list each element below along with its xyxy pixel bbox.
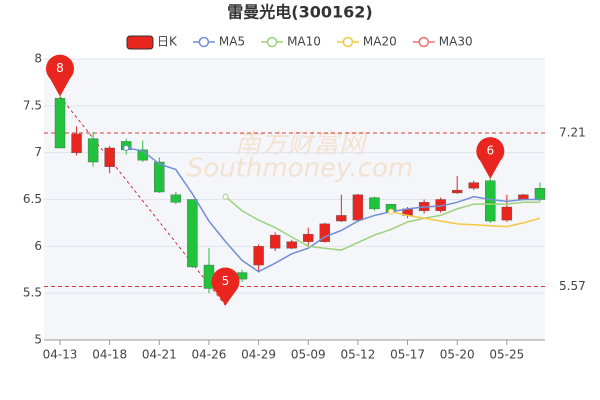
candle-body bbox=[336, 215, 347, 222]
x-tick-label: 05-12 bbox=[340, 348, 375, 362]
watermark: 南方财富网 bbox=[235, 130, 368, 160]
ma-start bbox=[388, 208, 394, 215]
y-tick-label: 8 bbox=[34, 52, 42, 66]
y-tick-label: 5 bbox=[34, 333, 42, 347]
legend-icon bbox=[266, 36, 278, 48]
legend-icon bbox=[418, 36, 430, 48]
trend-line bbox=[59, 96, 226, 306]
legend-label: MA20 bbox=[363, 35, 397, 49]
candle-body bbox=[187, 199, 198, 268]
pin-label: 6 bbox=[486, 143, 494, 157]
legend-label: MA5 bbox=[219, 35, 245, 49]
candle-body bbox=[319, 223, 330, 242]
candle-body bbox=[154, 161, 165, 193]
x-tick-label: 04-29 bbox=[241, 348, 276, 362]
pin-marker bbox=[476, 137, 505, 179]
candle-body bbox=[286, 241, 297, 249]
candle-body bbox=[54, 98, 66, 149]
candle-body bbox=[170, 194, 182, 203]
legend-label: MA30 bbox=[439, 35, 473, 49]
legend-label: MA10 bbox=[287, 35, 321, 49]
ma-line bbox=[126, 147, 540, 273]
y-tick-label: 6.5 bbox=[23, 192, 42, 206]
y-tick-label: 7.5 bbox=[23, 98, 42, 112]
candle-body bbox=[253, 246, 264, 266]
pin-label: 8 bbox=[56, 61, 64, 75]
legend-icon bbox=[198, 36, 210, 48]
candle-body bbox=[104, 147, 115, 167]
x-tick-label: 05-25 bbox=[489, 348, 524, 362]
ma-start bbox=[222, 193, 229, 200]
x-tick-label: 04-18 bbox=[92, 348, 127, 362]
chart-title: 雷曼光电(300162) bbox=[227, 3, 372, 22]
x-tick-label: 05-09 bbox=[291, 348, 326, 362]
reference-label: 5.57 bbox=[559, 279, 586, 293]
ma-start bbox=[123, 144, 130, 151]
candle-body bbox=[369, 197, 380, 210]
candle-body bbox=[87, 138, 99, 163]
y-tick-label: 7 bbox=[34, 145, 42, 159]
legend-icon bbox=[342, 36, 354, 48]
pin-marker bbox=[45, 54, 75, 97]
x-tick-label: 05-17 bbox=[390, 348, 425, 362]
ma-line bbox=[390, 210, 541, 228]
reference-label: 7.21 bbox=[559, 125, 586, 139]
ma-line bbox=[225, 196, 540, 251]
candle-body bbox=[452, 189, 463, 194]
pin-marker bbox=[211, 267, 240, 306]
pin-label: 5 bbox=[222, 274, 230, 288]
candle-body bbox=[269, 234, 281, 249]
candle-body bbox=[71, 133, 82, 153]
x-tick-label: 05-20 bbox=[440, 348, 475, 362]
legend-label: 日K bbox=[157, 35, 178, 49]
candle-body bbox=[303, 233, 314, 242]
candle-body bbox=[534, 188, 546, 200]
candle-body bbox=[352, 194, 364, 221]
x-tick-label: 04-13 bbox=[43, 348, 78, 362]
candle-body bbox=[501, 206, 513, 221]
legend-icon bbox=[126, 35, 154, 50]
watermark: Southmoney.com bbox=[187, 154, 413, 184]
candle-body bbox=[468, 182, 479, 189]
y-tick-label: 6 bbox=[34, 239, 42, 253]
x-tick-label: 04-26 bbox=[192, 348, 227, 362]
x-tick-label: 04-21 bbox=[142, 348, 177, 362]
candle-body bbox=[485, 180, 496, 222]
y-tick-label: 5.5 bbox=[23, 286, 42, 300]
